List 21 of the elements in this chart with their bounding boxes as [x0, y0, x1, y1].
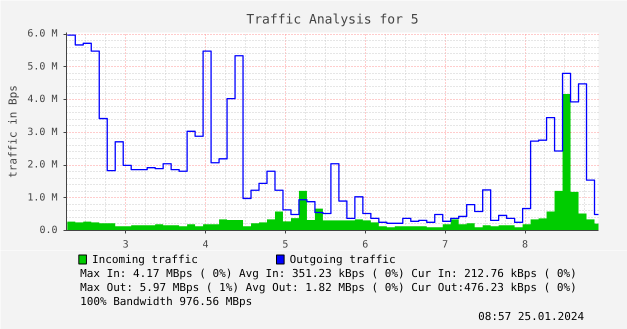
y-axis-title: traffic in Bps [6, 85, 20, 178]
y-tick-label: 1.0 M [27, 192, 58, 204]
y-tick-label: 4.0 M [27, 94, 58, 106]
text: Max In: 4.17 MBps ( 0%) Avg In: 351.23 kBps ( 0%) Cur In: 212.76 kBps ( 0%) [80, 267, 577, 280]
x-tick-label: 3 [122, 240, 129, 250]
text: 08:57 25.01.2024 [478, 310, 584, 323]
chart-title: Traffic Analysis for 5 [246, 12, 419, 28]
text: 100% Bandwidth 976.56 MBps [80, 295, 252, 308]
y-tick-label: 0.0 [39, 225, 58, 236]
x-tick-label: 4 [202, 240, 209, 250]
legend-label: Incoming traffic [92, 253, 198, 266]
text: Max Out: 5.97 MBps ( 1%) Avg Out: 1.82 MBps ( 0%) Cur Out:476.23 kBps ( 0%) [80, 281, 577, 294]
y-tick-label: 5.0 M [27, 61, 58, 72]
x-tick-label: 6 [362, 240, 368, 250]
y-tick-label: 6.0 M [27, 28, 58, 40]
legend-label: Outgoing traffic [290, 253, 396, 266]
x-tick-label: 5 [282, 240, 288, 250]
y-tick-label: 3.0 M [27, 126, 58, 138]
y-tick-label: 2.0 M [27, 160, 58, 171]
x-tick-label: 8 [522, 240, 528, 250]
x-tick-label: 7 [442, 240, 448, 250]
